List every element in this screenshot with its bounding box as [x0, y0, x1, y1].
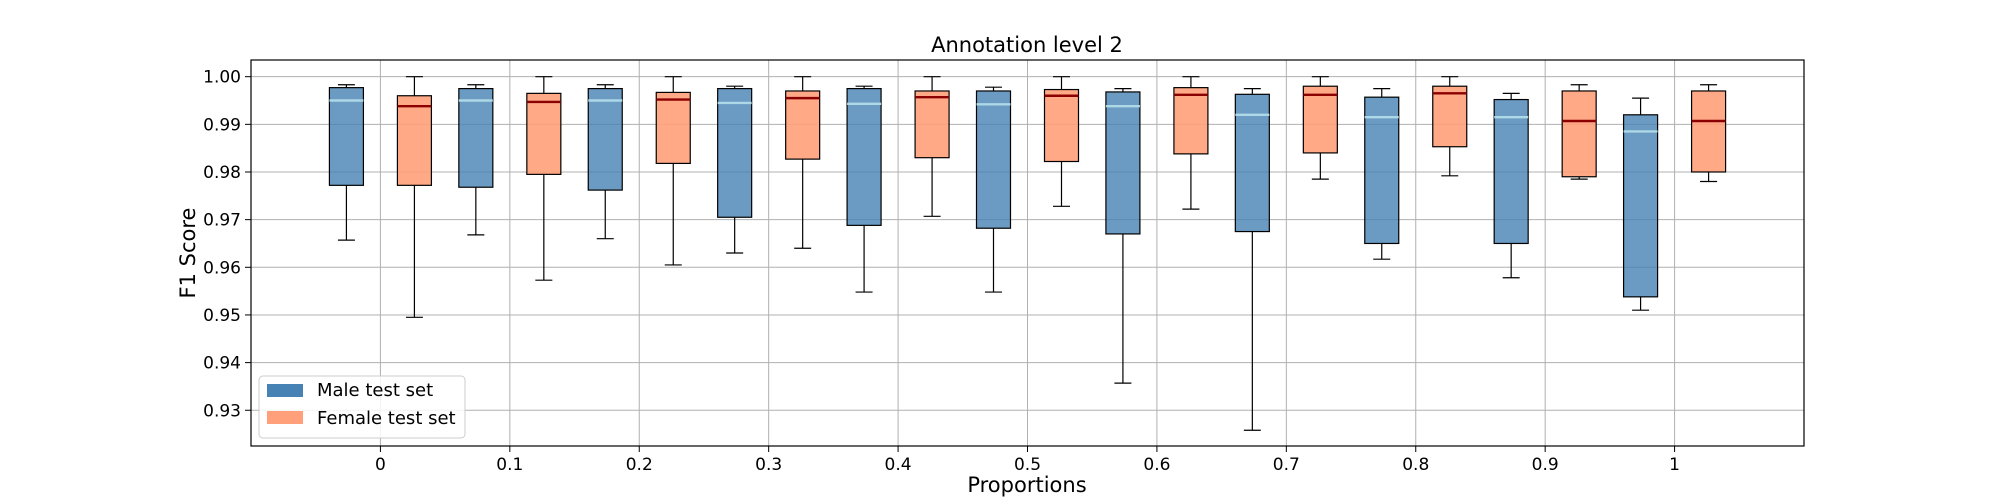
box-male — [975, 86, 1012, 293]
box-male — [587, 84, 623, 240]
y-tick-label: 0.95 — [203, 306, 241, 326]
box-male — [1493, 92, 1529, 279]
box-male — [717, 85, 753, 254]
box-body — [1493, 98, 1529, 245]
box-male — [846, 85, 882, 293]
box-male — [1105, 87, 1141, 384]
chart-title: Annotation level 2 — [931, 33, 1123, 57]
box-body — [328, 87, 365, 186]
x-tick-label: 0.2 — [626, 455, 653, 475]
box-body — [717, 87, 753, 218]
box-male — [458, 84, 494, 236]
box-body — [785, 90, 821, 160]
box-body — [1622, 114, 1659, 298]
box-male — [1622, 97, 1659, 311]
legend-label-female: Female test set — [317, 408, 456, 429]
box-body — [396, 95, 433, 186]
grid-layer — [251, 60, 1804, 446]
box-body — [1043, 88, 1080, 163]
x-axis: 0 0.1 0.2 0.3 0.4 0.5 0.6 0.7 0.8 0.9 1 — [375, 446, 1680, 475]
box-body — [1173, 87, 1209, 155]
box-body — [1234, 93, 1270, 233]
x-tick-label: 0.3 — [755, 455, 782, 475]
box-male — [1364, 87, 1400, 260]
y-axis: 0.93 0.94 0.95 0.96 0.97 0.98 0.99 1.00 — [203, 68, 251, 421]
legend-frame — [258, 375, 466, 439]
box-body — [458, 87, 494, 188]
y-tick-label: 0.97 — [203, 211, 241, 231]
box-body — [1105, 91, 1141, 235]
y-tick-label: 0.96 — [203, 258, 241, 278]
x-tick-label: 0.7 — [1273, 455, 1300, 475]
x-tick-label: 0.5 — [1014, 455, 1041, 475]
box-body — [587, 87, 623, 191]
y-tick-label: 0.93 — [203, 401, 241, 421]
box-layer — [328, 76, 1727, 431]
box-female — [1690, 84, 1727, 183]
x-tick-label: 0.8 — [1402, 455, 1429, 475]
box-body — [914, 90, 950, 159]
legend-swatch-male — [267, 384, 303, 397]
box-body — [1302, 85, 1338, 154]
box-female — [655, 76, 691, 266]
box-body — [526, 92, 562, 175]
box-female — [914, 76, 950, 217]
box-body — [1364, 96, 1400, 245]
legend-swatch-female — [267, 411, 303, 424]
x-tick-label: 0 — [375, 455, 386, 475]
x-tick-label: 0.6 — [1143, 455, 1170, 475]
box-female — [1173, 76, 1209, 210]
box-female — [1302, 76, 1338, 180]
box-body — [975, 90, 1012, 229]
x-tick-label: 0.9 — [1532, 455, 1559, 475]
legend: Male test set Female test set — [258, 375, 466, 439]
box-body — [1690, 90, 1727, 173]
x-tick-label: 1 — [1669, 455, 1680, 475]
y-axis-title: F1 Score — [176, 208, 200, 299]
y-tick-label: 1.00 — [203, 68, 241, 88]
box-female — [785, 76, 821, 249]
box-body — [655, 91, 691, 165]
box-male — [328, 84, 365, 241]
box-male — [1234, 87, 1270, 431]
box-female — [1561, 84, 1597, 180]
box-female — [1043, 76, 1080, 207]
box-body — [1432, 85, 1468, 148]
y-tick-label: 0.99 — [203, 115, 241, 135]
box-body — [1561, 90, 1597, 178]
box-body — [846, 87, 882, 226]
y-tick-label: 0.94 — [203, 354, 241, 374]
box-female — [396, 76, 433, 318]
x-tick-label: 0.1 — [496, 455, 523, 475]
box-female — [526, 76, 562, 281]
legend-label-male: Male test set — [317, 380, 433, 401]
x-tick-label: 0.4 — [885, 455, 912, 475]
box-female — [1432, 76, 1468, 177]
x-axis-title: Proportions — [967, 473, 1086, 497]
y-tick-label: 0.98 — [203, 163, 241, 183]
